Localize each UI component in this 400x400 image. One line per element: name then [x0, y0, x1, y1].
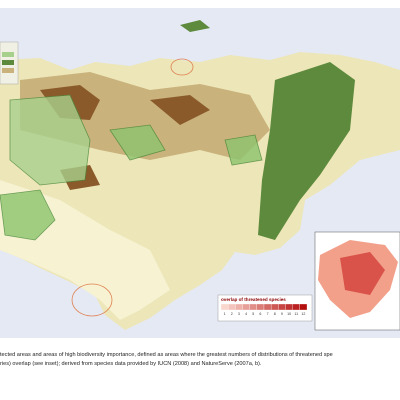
caption: tected areas and areas of high biodivers… [0, 352, 333, 358]
legend-title: overlap of threatened species [221, 297, 286, 302]
legend-swatch [2, 60, 14, 65]
legend-label: 5 [252, 312, 254, 316]
legend-label: 10 [287, 312, 291, 316]
protected-area [0, 124, 263, 241]
hotspot-outline [71, 283, 113, 317]
legend-swatch [271, 303, 279, 311]
legend-label: 3 [238, 312, 240, 316]
legend-label: 6 [259, 312, 261, 316]
protected-area [9, 94, 91, 186]
legend-swatch [292, 303, 300, 311]
legend-label: 7 [267, 312, 269, 316]
legend-swatch [220, 303, 229, 311]
legend-swatch [242, 303, 250, 311]
caption: ries) overlap (see inset); derived from … [0, 361, 262, 367]
legend-label: 9 [281, 312, 283, 316]
legend-swatch [2, 68, 14, 73]
legend-label: 4 [245, 312, 247, 316]
hotspot-outline [170, 58, 194, 76]
legend-swatch [256, 303, 265, 311]
legend-swatch [235, 303, 243, 311]
legend-label: 12 [301, 312, 305, 316]
legend-label: 2 [231, 312, 233, 316]
legend-label: 8 [274, 312, 276, 316]
island [180, 20, 210, 32]
legend-swatch [2, 52, 14, 57]
forest [258, 62, 355, 240]
legend-label: 1 [224, 312, 226, 316]
legend-swatch [278, 303, 286, 311]
inset-core [340, 252, 385, 295]
legend-swatch [299, 303, 308, 311]
legend-label: 11 [294, 312, 298, 316]
legend-swatch [285, 303, 293, 311]
legend-swatch [249, 303, 257, 311]
legend-swatch [228, 303, 236, 311]
legend-scale: 1 2 3 4 5 6 7 8 9 10 11 12 [220, 303, 308, 316]
mountains [40, 85, 210, 190]
legend-swatch [263, 303, 272, 311]
